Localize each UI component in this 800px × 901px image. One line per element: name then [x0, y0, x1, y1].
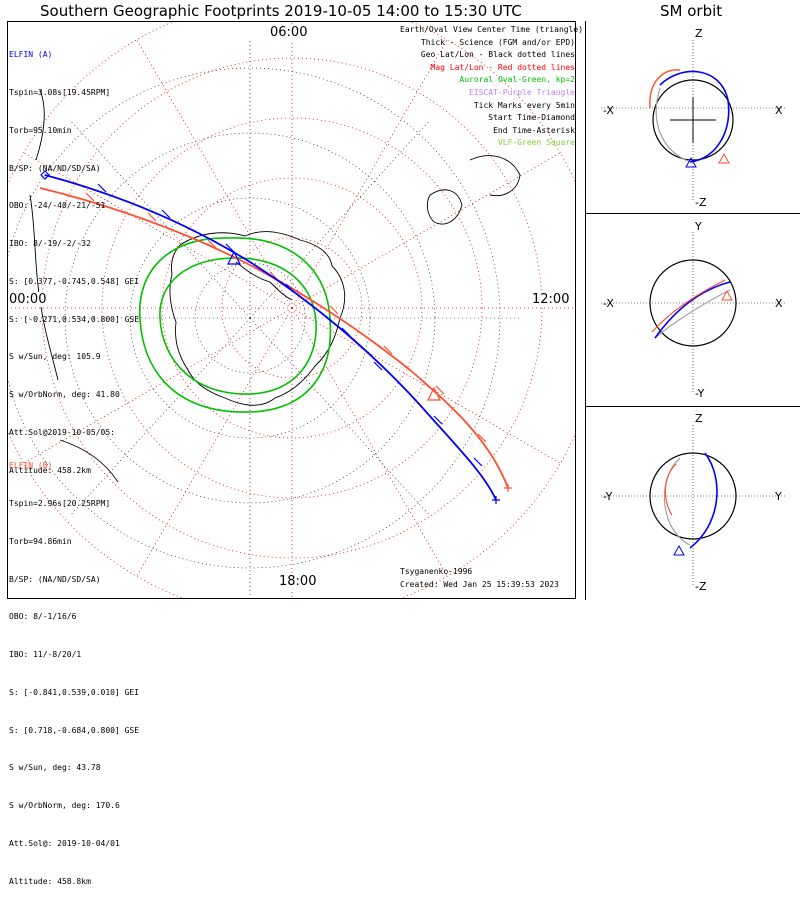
elfin-b-info: ELFIN (B) Tspin=2.96s[20.25RPM] Torb=94.… [9, 435, 139, 901]
elfin-b-line: Altitude: 458.8km [9, 876, 91, 886]
sm-axis-labels: Z -Z -X X Y -Y -X X Z -Z -Y Y [603, 27, 783, 593]
legend-item: EISCAT-Purple Triangle [469, 87, 575, 97]
sm3-left-label: -Y [603, 490, 613, 503]
elfin-b-name: ELFIN (B) [9, 461, 53, 471]
map-frame [7, 21, 576, 599]
elfin-a-ticks [97, 183, 483, 467]
sm-orbit-title: SM orbit [660, 2, 723, 20]
elfin-a-line: Att.Sol@2019-10-05/05: [9, 428, 115, 437]
auroral-oval-inner [159, 257, 317, 395]
sm2-bottom-label: -Y [695, 387, 705, 400]
elfin-a-line: S w/Sun, deg: 105.9 [9, 352, 101, 362]
landmass-coast [35, 89, 45, 161]
legend-item: End Time-Asterisk [493, 125, 575, 135]
geo-longitude-grid [20, 40, 520, 596]
legend-item: VLF-Green Square [497, 138, 575, 148]
elfin-b-line: S w/Sun, deg: 43.78 [9, 763, 101, 773]
legend-item: Geo Lat/Lon - Black dotted lines [420, 50, 575, 60]
sm2-top-label: Y [694, 220, 702, 233]
legend: Earth/Oval View Center Time (triangle) T… [400, 24, 584, 150]
elfin-a-footprint [44, 174, 497, 501]
map-title: Southern Geographic Footprints 2019-10-0… [40, 2, 522, 20]
elfin-b-line: OBO: 8/-1/16/6 [9, 612, 77, 622]
elfin-a-line: S: [0.377,-0.745,0.548] GEI [9, 276, 140, 286]
clock-label-00: 00:00 [8, 292, 48, 307]
elfin-a-center-triangle [227, 250, 241, 265]
legend-item: Earth/Oval View Center Time (triangle) [400, 25, 584, 34]
elfin-a-line: Torb=95.10min [9, 125, 72, 135]
new-zealand-coast [59, 439, 119, 483]
clock-label-18: 18:00 [278, 574, 318, 589]
sm3-bottom-label: -Z [695, 580, 707, 593]
elfin-a-line: IBO: 8/-19/-2/-32 [9, 239, 91, 249]
sm3-top-label: Z [695, 412, 703, 425]
elfin-b-line: Torb=94.86min [9, 536, 72, 546]
figure-canvas: Z -Z -X X Y -Y -X X Z -Z -Y Y [7, 21, 800, 600]
sm1-bottom-label: -Z [695, 196, 707, 209]
legend-item: Mag Lat/Lon - Red dotted lines [430, 62, 576, 72]
elfin-a-line: OBO: -24/-40/-21/-51 [9, 201, 106, 211]
elfin-a-line: Altitude: 458.2km [9, 465, 91, 475]
legend-item: Tick Marks every 5min [473, 100, 575, 110]
sm-panel-yz [601, 425, 785, 585]
elfin-b-line: B/SP: (NA/ND/SD/SA) [9, 574, 101, 584]
south-america-coast [426, 189, 463, 225]
sm2-left-label: -X [603, 297, 614, 310]
elfin-a-line: S: [-0.271,0.534,0.800] GSE [9, 314, 140, 324]
africa-coast [469, 155, 521, 197]
elfin-b-line: S: [0.718,-0.684,0.800] GSE [9, 725, 140, 735]
sm3-right-label: Y [774, 490, 782, 503]
antarctica-coast [169, 231, 346, 406]
elfin-a-end-asterisk [492, 496, 500, 504]
sm-panel-xz [601, 40, 785, 200]
legend-item: Auroral Oval-Green, kp=2 [459, 75, 575, 85]
mag-latitude-grid [8, 22, 576, 598]
sm2-right-label: X [775, 297, 783, 310]
elfin-b-end-asterisk [504, 484, 512, 492]
sm1-right-label: X [775, 104, 783, 117]
elfin-a-track [40, 170, 500, 504]
elfin-a-start-diamond [40, 170, 50, 180]
elfin-b-footprint [39, 187, 509, 489]
elfin-b-line: S: [-0.841,0.539,0.010] GEI [9, 687, 140, 697]
elfin-b-center-triangle [427, 386, 441, 401]
elfin-a-line: Tspin=3.08s[19.45RPM] [9, 87, 111, 97]
polar-map [8, 22, 576, 598]
elfin-b-line: S w/OrbNorm, deg: 170.6 [9, 801, 120, 811]
sm1-top-label: Z [695, 27, 703, 40]
antarctic-peninsula [235, 261, 293, 301]
elfin-a-info: ELFIN (A) Tspin=3.08s[19.45RPM] Torb=95.… [9, 24, 139, 490]
clock-label-12: 12:00 [531, 292, 571, 307]
elfin-a-line: S w/OrbNorm, deg: 41.80 [9, 390, 120, 400]
elfin-a-line: B/SP: (NA/ND/SD/SA) [9, 163, 101, 173]
elfin-b-line: IBO: 11/-8/20/1 [9, 650, 82, 660]
legend-item: Start Time-Diamond [488, 113, 575, 123]
clock-label-06: 06:00 [269, 25, 309, 40]
elfin-b-line: Att.Sol@: 2019-10-04/01 [9, 839, 120, 848]
elfin-a-name: ELFIN (A) [9, 50, 53, 60]
sm1-left-label: -X [603, 104, 614, 117]
sm-panel-xy [601, 232, 785, 392]
elfin-b-line: Tspin=2.96s[20.25RPM] [9, 498, 111, 508]
model-credit: Tsyganenko-1996 [400, 567, 473, 576]
legend-item: Thick - Science (FGM and/or EPD) [420, 37, 575, 47]
created-timestamp: Created: Wed Jan 25 15:39:53 2023 [400, 580, 559, 589]
